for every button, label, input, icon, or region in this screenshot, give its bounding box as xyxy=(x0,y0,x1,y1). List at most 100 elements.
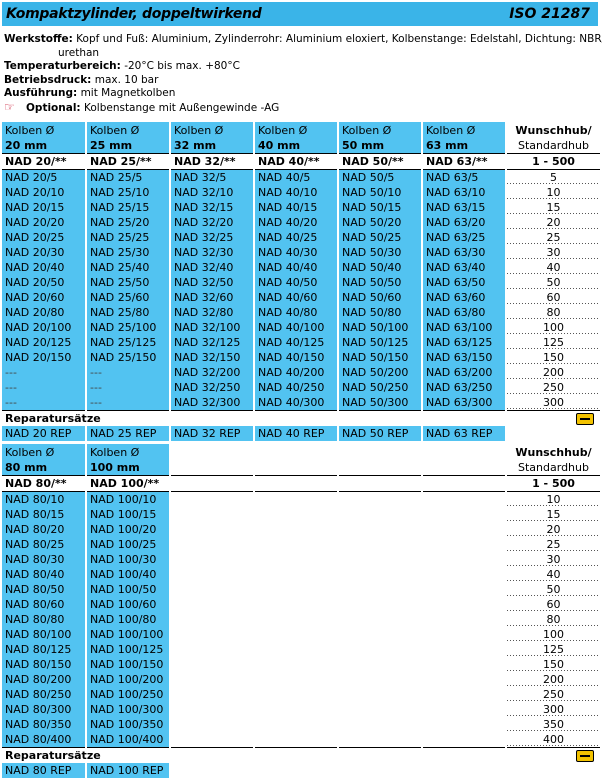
table-row: NAD 80/50 NAD 100/50 50 xyxy=(2,582,600,597)
repair-kit-cell: NAD 100 REP xyxy=(86,763,171,778)
variant-cell: NAD 20/80 xyxy=(2,305,87,320)
variant-cell: NAD 25/10 xyxy=(86,185,171,200)
column-header-1: Kolben Ø xyxy=(2,122,87,138)
empty-cell xyxy=(254,537,339,552)
empty-cell xyxy=(170,672,255,687)
variant-cell: NAD 40/25 xyxy=(254,230,339,245)
wunschhub-header: Wunschhub/ xyxy=(515,445,592,459)
column-header-2: Kolben Ø xyxy=(86,122,171,138)
table-row: NAD 20/30 NAD 25/30 NAD 32/30 NAD 40/30 NAD … xyxy=(2,245,600,260)
nad-row: NAD 20/** NAD 25/** NAD 32/** NAD 40/** NAD … xyxy=(2,153,600,170)
product-table-2: Kolben Ø Kolben Ø Wunschhub/80 mm 100 mm Sta… xyxy=(2,444,600,778)
variant-cell: NAD 32/25 xyxy=(170,230,255,245)
variant-cell: NAD 50/15 xyxy=(338,200,423,215)
variant-cell: NAD 80/125 xyxy=(2,642,87,657)
empty-cell xyxy=(254,582,339,597)
column-diameter-1: 80 mm xyxy=(2,460,87,476)
variant-cell: NAD 100/40 xyxy=(86,567,171,582)
druck-label: Betriebsdruck: xyxy=(4,73,92,86)
title-bar: Kompaktzylinder, doppeltwirkend ISO 2128… xyxy=(2,2,598,26)
column-header-6: Kolben Ø xyxy=(422,122,507,138)
variant-cell: NAD 100/400 xyxy=(86,732,171,748)
variant-cell: NAD 100/350 xyxy=(86,717,171,732)
empty-cell xyxy=(170,597,255,612)
variant-cell: NAD 80/50 xyxy=(2,582,87,597)
variant-cell: NAD 80/200 xyxy=(2,672,87,687)
variant-cell: NAD 50/30 xyxy=(338,245,423,260)
variant-cell: NAD 80/15 xyxy=(2,507,87,522)
stroke-value: 200 xyxy=(506,672,600,687)
variant-cell: NAD 63/10 xyxy=(422,185,507,200)
variant-cell: NAD 100/60 xyxy=(86,597,171,612)
empty-cell xyxy=(254,475,339,492)
variant-cell: NAD 63/30 xyxy=(422,245,507,260)
table-row: NAD 20/100 NAD 25/100 NAD 32/100 NAD 40/100… xyxy=(2,320,600,335)
variant-cell: NAD 25/50 xyxy=(86,275,171,290)
column-header-5: Kolben Ø xyxy=(338,122,423,138)
table-row: NAD 80/60 NAD 100/60 60 xyxy=(2,597,600,612)
empty-cell xyxy=(170,582,255,597)
variant-cell: NAD 63/80 xyxy=(422,305,507,320)
empty-cell xyxy=(422,522,507,537)
stroke-value: 100 xyxy=(506,320,600,335)
empty-cell xyxy=(170,657,255,672)
empty-cell xyxy=(170,567,255,582)
repair-kit-title: Reparatursätze xyxy=(2,747,506,763)
variant-cell: NAD 100/30 xyxy=(86,552,171,567)
repair-kit-cell: NAD 32 REP xyxy=(170,426,255,441)
stroke-value: 10 xyxy=(506,185,600,200)
empty-cell xyxy=(422,444,507,460)
table-row: NAD 20/15 NAD 25/15 NAD 32/15 NAD 40/15 NAD … xyxy=(2,200,600,215)
stroke-value: 60 xyxy=(506,597,600,612)
variant-cell: NAD 32/100 xyxy=(170,320,255,335)
variant-cell: NAD 20/25 xyxy=(2,230,87,245)
empty-cell xyxy=(254,597,339,612)
empty-cell xyxy=(254,717,339,732)
empty-cell xyxy=(338,702,423,717)
variant-cell: NAD 32/15 xyxy=(170,200,255,215)
variant-cell: NAD 32/10 xyxy=(170,185,255,200)
stroke-value: 250 xyxy=(506,380,600,395)
stroke-value: 300 xyxy=(506,702,600,717)
variant-cell: NAD 20/150 xyxy=(2,350,87,365)
temp-value: -20°C bis max. +80°C xyxy=(124,60,240,72)
table-row: NAD 80/15 NAD 100/15 15 xyxy=(2,507,600,522)
column-diameter-3: 32 mm xyxy=(170,138,255,154)
empty-cell xyxy=(506,426,600,441)
variant-cell: NAD 100/100 xyxy=(86,627,171,642)
stroke-value: 30 xyxy=(506,552,600,567)
empty-cell xyxy=(338,507,423,522)
table-row: NAD 20/50 NAD 25/50 NAD 32/50 NAD 40/50 NAD … xyxy=(2,275,600,290)
stroke-value: 5 xyxy=(506,169,600,185)
variant-cell: NAD 32/5 xyxy=(170,169,255,185)
variant-cell: NAD 32/200 xyxy=(170,365,255,380)
stroke-value: 10 xyxy=(506,491,600,507)
empty-cell xyxy=(338,582,423,597)
werkstoffe-value-cont: urethan xyxy=(58,46,100,59)
nad-range: 1 - 500 xyxy=(506,153,600,170)
variant-cell: NAD 40/200 xyxy=(254,365,339,380)
column-diameter-4: 40 mm xyxy=(254,138,339,154)
table-row: NAD 20/60 NAD 25/60 NAD 32/60 NAD 40/60 NAD … xyxy=(2,290,600,305)
variant-cell: NAD 40/50 xyxy=(254,275,339,290)
stroke-value: 40 xyxy=(506,260,600,275)
table-row: NAD 80/100 NAD 100/100 100 xyxy=(2,627,600,642)
variant-cell: NAD 32/60 xyxy=(170,290,255,305)
repair-kit-icon-cell xyxy=(506,410,600,426)
stroke-value: 15 xyxy=(506,200,600,215)
table-row: NAD 20/5 NAD 25/5 NAD 32/5 NAD 40/5 NAD 50/5… xyxy=(2,169,600,185)
variant-cell: NAD 100/80 xyxy=(86,612,171,627)
empty-variant-cell: --- xyxy=(86,380,171,395)
variant-cell: NAD 50/200 xyxy=(338,365,423,380)
empty-cell xyxy=(170,732,255,748)
variant-cell: NAD 20/20 xyxy=(2,215,87,230)
table-row: NAD 20/125 NAD 25/125 NAD 32/125 NAD 40/125… xyxy=(2,335,600,350)
empty-cell xyxy=(254,567,339,582)
variant-cell: NAD 50/5 xyxy=(338,169,423,185)
repair-kit-cell: NAD 63 REP xyxy=(422,426,507,441)
variant-cell: NAD 32/300 xyxy=(170,395,255,411)
variant-cell: NAD 80/60 xyxy=(2,597,87,612)
column-diameter-2: 100 mm xyxy=(86,460,171,476)
empty-cell xyxy=(170,763,255,778)
variant-cell: NAD 20/60 xyxy=(2,290,87,305)
